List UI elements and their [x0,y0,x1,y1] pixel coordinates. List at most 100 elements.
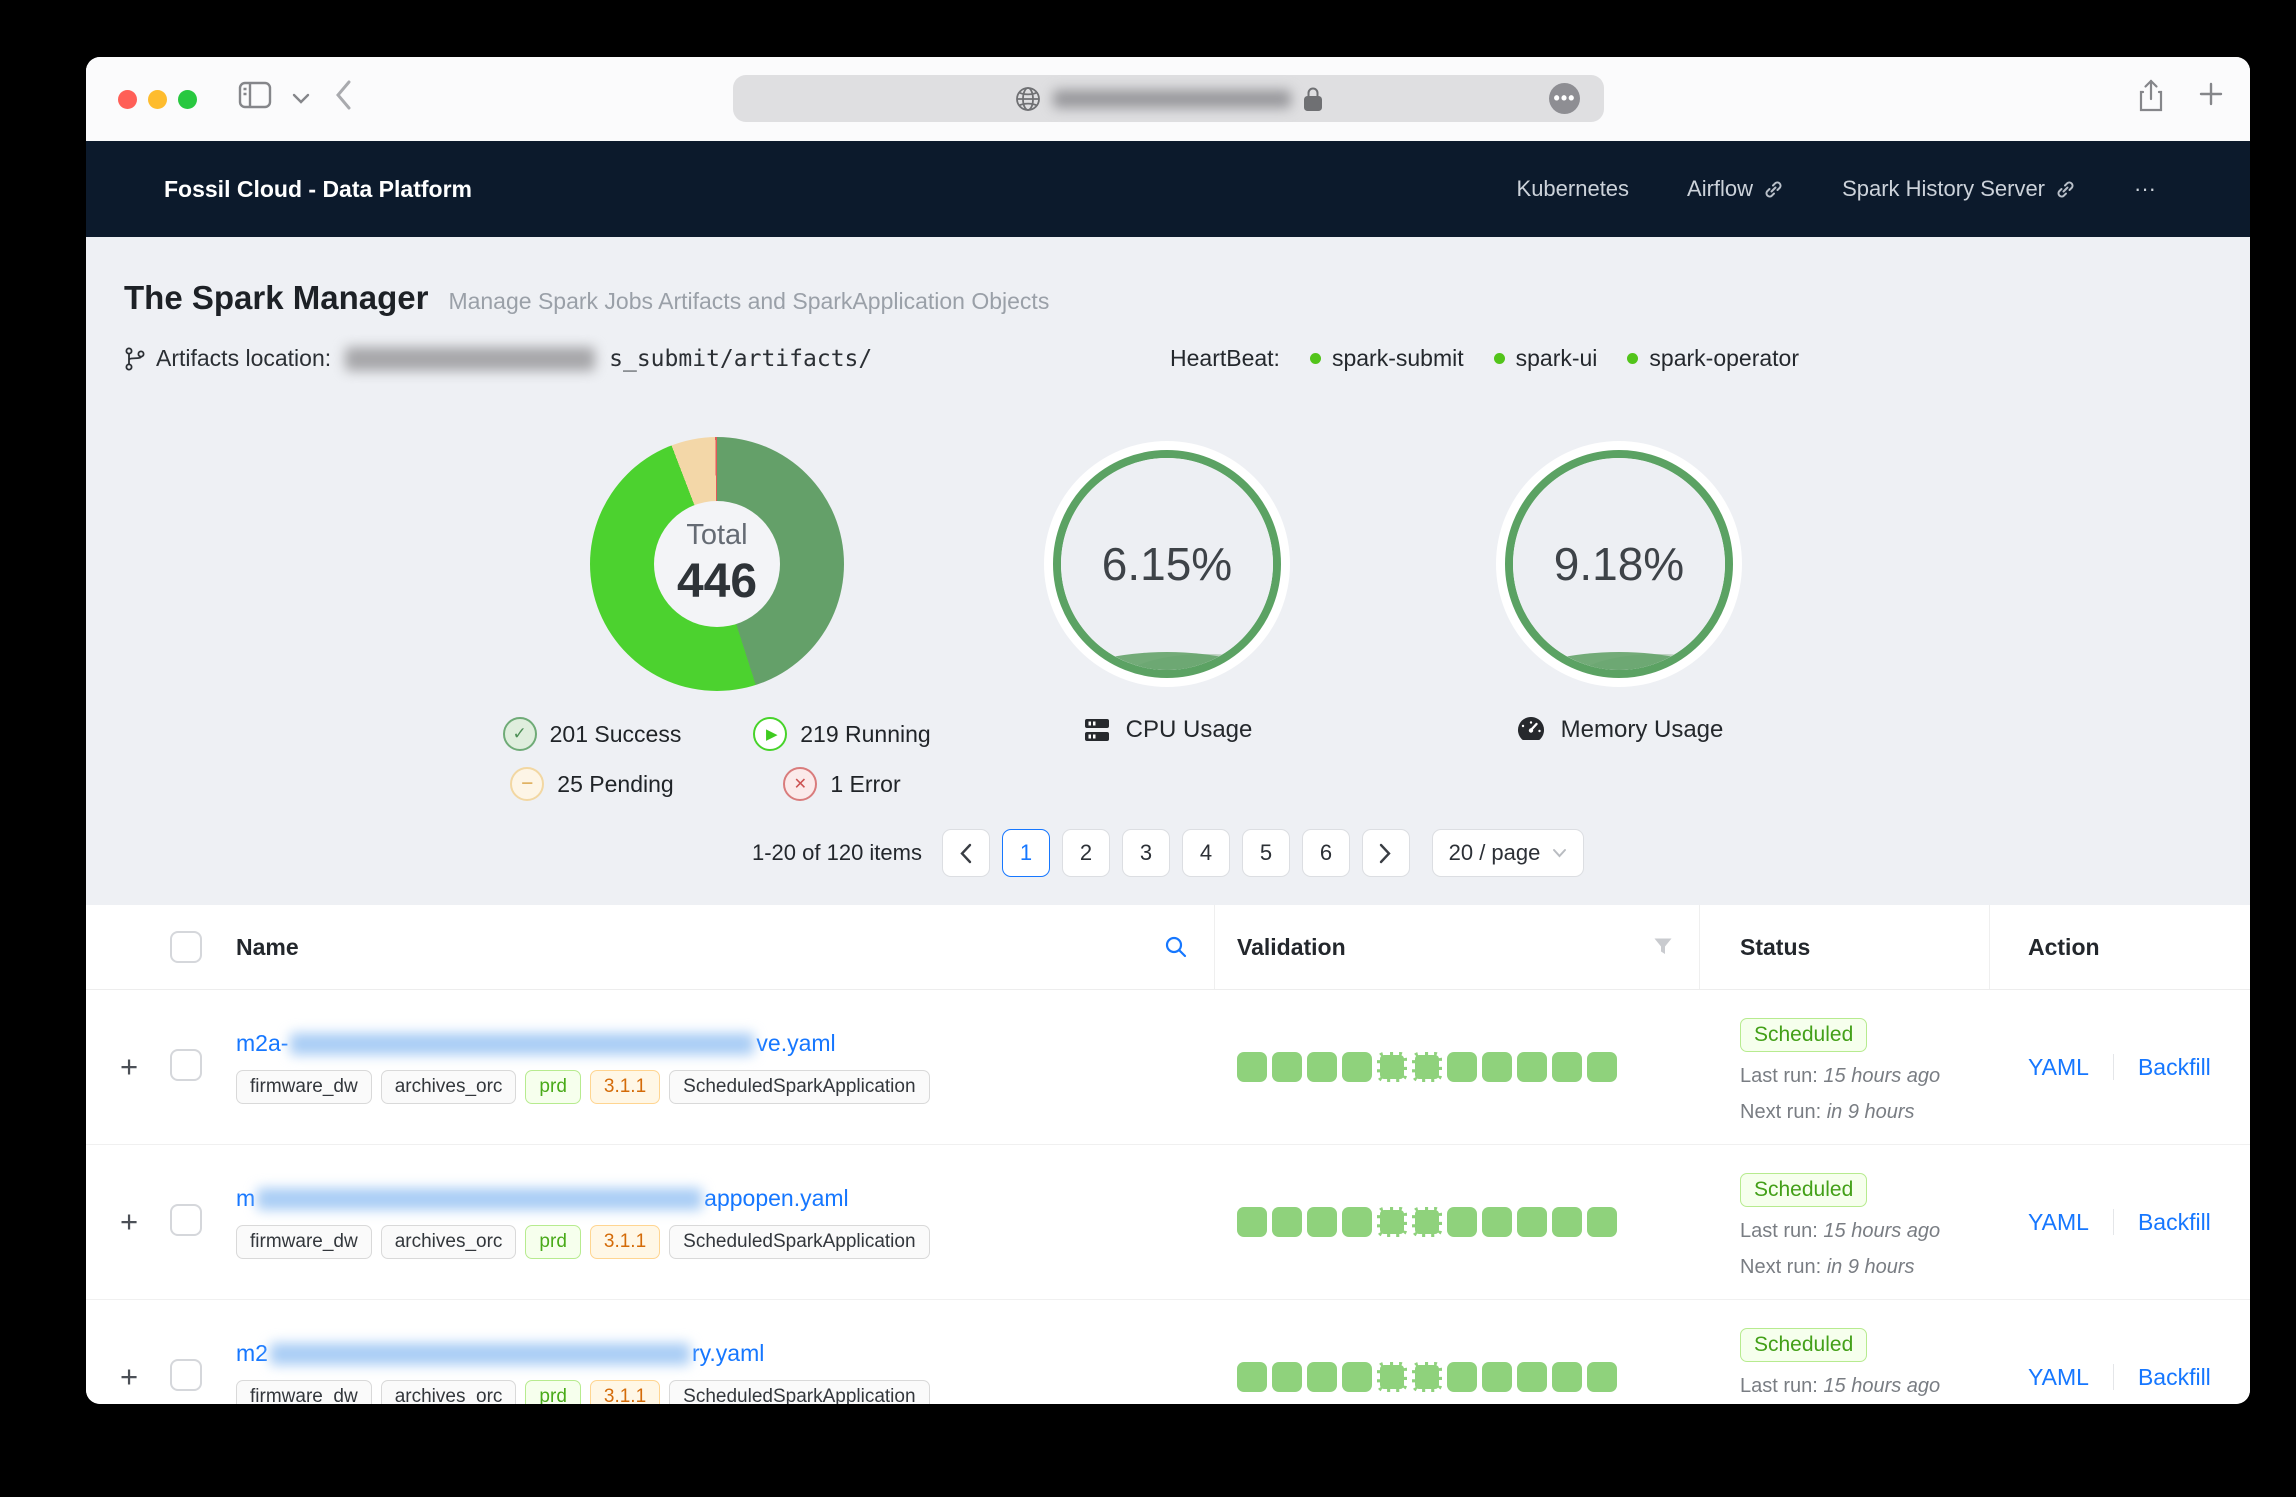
cpu-usage-value: 6.15% [1101,538,1233,590]
chevron-down-icon[interactable] [292,93,310,104]
heartbeat-service-name: spark-ui [1515,345,1598,371]
validation-square [1237,1362,1267,1392]
expand-row-button[interactable]: + [112,1050,146,1084]
tag-prd: prd [525,1380,581,1404]
minus-circle-icon: − [510,767,545,801]
prev-page-button[interactable] [941,829,990,877]
header-expander-cell [112,905,170,989]
navbar-links: Kubernetes Airflow Spark History Server ··· [1517,176,2156,202]
tag-scheduledsparkapplication: ScheduledSparkApplication [669,1070,930,1104]
next-page-button[interactable] [1361,829,1410,877]
sidebar-toggle-icon[interactable] [238,81,272,109]
job-tags: firmware_dw archives_orc prd 3.1.1 Scheduled… [236,1380,1189,1404]
filter-icon[interactable] [1653,937,1673,957]
row-checkbox[interactable] [170,1358,202,1391]
navbar-link-label: ··· [2134,176,2156,201]
backfill-link[interactable]: Backfill [2137,1363,2211,1390]
jobs-table: Name Validation Status Action + m2a-ve.ya… [86,905,2250,1404]
page-button-1[interactable]: 1 [1001,829,1050,877]
last-run-text: Last run: 15 hours ago [1740,1375,1990,1398]
validation-square [1517,1362,1547,1392]
donut-total-label: Total [686,519,748,551]
next-run-text: Next run: in 9 hours [1740,1101,1990,1124]
name-cell: m2a-ve.yaml firmware_dw archives_orc prd 3.1… [236,1030,1215,1104]
page-settings-icon[interactable]: ••• [1549,83,1580,114]
validation-square [1552,1052,1582,1082]
validation-square [1272,1052,1302,1082]
expand-row-button[interactable]: + [112,1205,146,1239]
heartbeat-label: HeartBeat: [1170,345,1280,371]
back-button-icon[interactable] [334,79,352,111]
yaml-link[interactable]: YAML [2028,1053,2089,1080]
validation-square [1377,1207,1407,1237]
heartbeat-service-name: spark-submit [1331,345,1464,371]
new-tab-icon[interactable] [2198,81,2224,107]
close-window-button[interactable] [118,90,137,109]
memory-usage-label: Memory Usage [1560,716,1724,743]
share-icon[interactable] [2138,79,2164,113]
navbar-link-spark-history-server[interactable]: Spark History Server [1842,176,2076,202]
address-bar[interactable]: ••• [733,75,1604,122]
job-name-link[interactable]: m appopen.yaml [236,1185,1189,1212]
page-button-5[interactable]: 5 [1241,829,1290,877]
next-run-value: in 9 hours [1826,1101,1915,1123]
cpu-usage-gauge: 6.15% [1044,441,1290,687]
validation-square [1447,1052,1477,1082]
backfill-link[interactable]: Backfill [2137,1053,2211,1080]
tag-3-1-1: 3.1.1 [589,1225,661,1259]
column-header-status: Status [1740,933,1811,960]
tag-archives-orc: archives_orc [380,1380,517,1404]
page-subtitle: Manage Spark Jobs Artifacts and SparkApp… [448,288,1050,314]
zoom-window-button[interactable] [178,90,197,109]
external-link-icon [2055,179,2076,200]
job-name-link[interactable]: m2a-ve.yaml [236,1030,1189,1057]
search-icon[interactable] [1164,935,1188,959]
validation-square [1377,1362,1407,1392]
memory-usage-label-row: Memory Usage [1496,715,1742,745]
close-circle-icon: ✕ [783,767,818,801]
select-all-checkbox[interactable] [170,931,202,963]
validation-square [1307,1362,1337,1392]
yaml-link[interactable]: YAML [2028,1208,2089,1235]
header-checkbox-cell [170,905,236,989]
page-button-4[interactable]: 4 [1181,829,1230,877]
legend-item-running: ▶ 219 Running [753,717,931,751]
cpu-usage-label-row: CPU Usage [1044,715,1290,745]
page-size-select[interactable]: 20 / page [1431,829,1584,877]
legend-item-error: ✕ 1 Error [783,767,901,801]
legend-text: 201 Success [549,720,682,747]
navbar-link-kubernetes[interactable]: Kubernetes [1517,176,1630,202]
last-run-label: Last run: [1740,1375,1818,1397]
tag-prd: prd [525,1225,581,1259]
column-header-action: Action [2028,933,2100,960]
tag-firmware-dw: firmware_dw [236,1380,372,1404]
status-badge: Scheduled [1740,1018,1868,1052]
memory-usage-value: 9.18% [1553,538,1685,590]
status-badge: Scheduled [1740,1173,1868,1207]
expand-row-button[interactable]: + [112,1360,146,1394]
job-tags: firmware_dw archives_orc prd 3.1.1 Scheduled… [236,1070,1189,1104]
navbar-more-menu[interactable]: ··· [2134,176,2156,202]
artifacts-path: s_submit/artifacts/ [609,345,873,372]
backfill-link[interactable]: Backfill [2137,1208,2211,1235]
row-checkbox[interactable] [170,1203,202,1236]
job-name-prefix: m [236,1185,256,1211]
page-button-2[interactable]: 2 [1061,829,1110,877]
page-button-3[interactable]: 3 [1121,829,1170,877]
yaml-link[interactable]: YAML [2028,1363,2089,1390]
navbar-link-label: Kubernetes [1516,176,1630,201]
job-name-link[interactable]: m2 ry.yaml [236,1340,1189,1367]
heartbeat-dot-icon [1309,353,1321,364]
validation-square [1517,1207,1547,1237]
page-button-6[interactable]: 6 [1301,829,1350,877]
row-checkbox[interactable] [170,1048,202,1081]
navbar-link-label: Spark History Server [1842,176,2046,201]
validation-square [1587,1052,1617,1082]
validation-square [1272,1362,1302,1392]
expander-cell: + [112,1050,170,1084]
checkbox-cell [170,1358,236,1396]
minimize-window-button[interactable] [148,90,167,109]
navbar-link-airflow[interactable]: Airflow [1687,176,1784,202]
